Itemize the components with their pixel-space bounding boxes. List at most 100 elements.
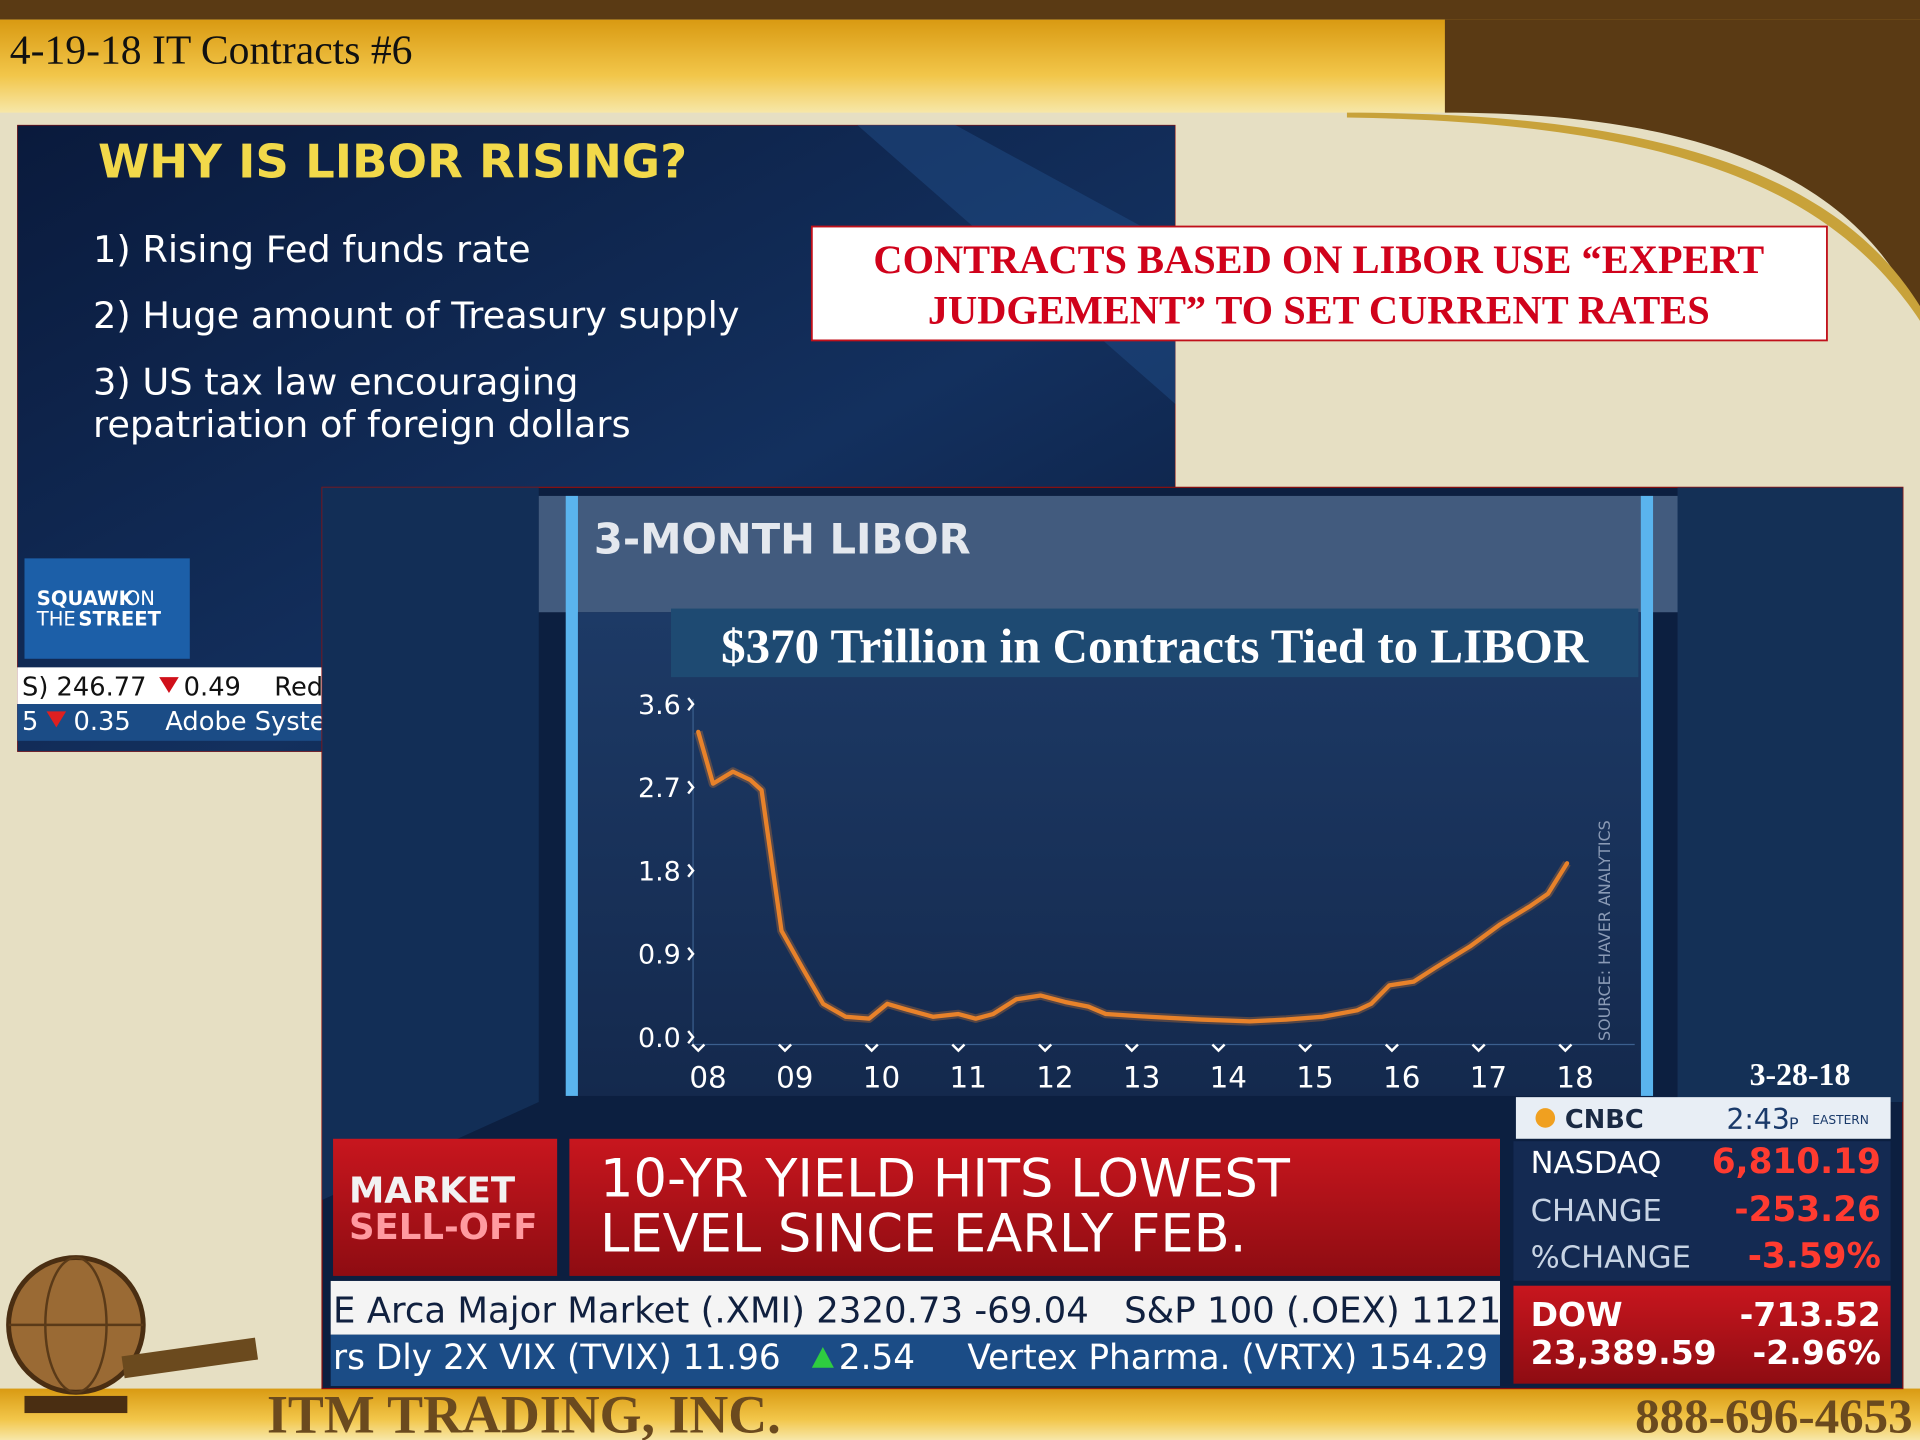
ticker-text: S) 246.77	[22, 673, 146, 703]
phone-number: 888-696-4653	[1635, 1389, 1912, 1440]
ticker-row	[330, 1334, 1500, 1387]
item: repatriation of foreign dollars	[93, 403, 631, 446]
x-tick-label: 14	[1210, 1060, 1247, 1094]
x-tick-label: 11	[949, 1060, 986, 1094]
x-tick-label: 08	[689, 1060, 726, 1094]
ticker-text: S&P 100 (.OEX) 1121.	[1124, 1290, 1513, 1331]
annotation-box	[671, 608, 1639, 678]
dow-panel	[1513, 1285, 1891, 1384]
libor-line	[696, 729, 1570, 1024]
panel-edge	[1640, 495, 1654, 1096]
ticker-text: 2.54	[839, 1338, 915, 1378]
callout-text: CONTRACTS BASED ON LIBOR USE “EXPERT	[873, 237, 1764, 282]
quote-label: CHANGE	[1531, 1194, 1662, 1229]
source-note: SOURCE: HAVER ANALYTICS	[1595, 820, 1614, 1041]
company-name: ITM TRADING, INC.	[267, 1385, 781, 1440]
decor	[322, 487, 539, 1200]
market-label: MARKET	[349, 1170, 516, 1211]
x-tick-label: 10	[863, 1060, 900, 1094]
ticker-row	[330, 1280, 1500, 1335]
decor	[1677, 487, 1903, 1103]
broadcast-date: 3-28-18	[1750, 1057, 1851, 1092]
y-tick	[687, 780, 695, 795]
quote-label: NASDAQ	[1531, 1146, 1662, 1181]
quote-value: 6,810.19	[1712, 1142, 1881, 1182]
quote-label: %CHANGE	[1531, 1240, 1691, 1275]
logo-text: THE	[36, 608, 76, 631]
dow-label: DOW	[1531, 1295, 1623, 1334]
x-tick	[1211, 1043, 1226, 1053]
y-tick	[687, 946, 695, 961]
network-logo	[1535, 1108, 1556, 1128]
item: 3) US tax law encouraging	[93, 360, 578, 403]
chart-layer: 0.0 0.9 1.8 2.7 3.6 08 09 10 11 12 13 14 15 16 17 18	[638, 690, 1635, 1094]
callout-text: JUDGEMENT” TO SET CURRENT RATES	[928, 287, 1710, 332]
ticker-text: 0.35	[73, 707, 130, 737]
x-tick-label: 09	[776, 1060, 813, 1094]
market-box	[333, 1138, 558, 1276]
dow-level: 23,389.59	[1531, 1333, 1717, 1372]
market-label: SELL-OFF	[349, 1207, 537, 1248]
quotes-panel	[1513, 1141, 1891, 1281]
dow-change: -713.52	[1740, 1295, 1881, 1334]
y-tick-label: 3.6	[638, 690, 681, 721]
quote-value: -3.59%	[1748, 1236, 1881, 1276]
quote-value: -253.26	[1734, 1190, 1880, 1230]
y-tick-label: 0.9	[638, 940, 681, 971]
callout-box	[810, 225, 1828, 342]
corner-swoosh	[1444, 19, 1920, 319]
chart-title-bar	[538, 495, 1678, 613]
y-tick	[687, 697, 695, 711]
y-tick-label: 1.8	[638, 856, 681, 887]
x-tick	[1038, 1043, 1053, 1053]
logo-text: SQUAWK	[37, 587, 135, 610]
logo-text: STREET	[78, 608, 161, 631]
x-tick	[691, 1043, 706, 1053]
heading: WHY IS LIBOR RISING?	[98, 135, 687, 189]
dow-pct: -2.96%	[1752, 1333, 1880, 1372]
panel-edge	[565, 495, 578, 1096]
x-tick	[1384, 1043, 1399, 1053]
x-tick	[1558, 1043, 1573, 1053]
x-tick	[864, 1043, 879, 1053]
down-arrow	[159, 677, 179, 694]
ticker-text: rs Dly 2X VIX (TVIX) 11.96	[333, 1338, 781, 1378]
item: 2) Huge amount of Treasury supply	[93, 294, 740, 337]
x-tick	[1471, 1043, 1486, 1053]
time-zone: EASTERN	[1812, 1113, 1869, 1127]
item: 1) Rising Fed funds rate	[93, 228, 531, 271]
ticker-text: Red	[274, 673, 323, 703]
x-tick	[951, 1043, 966, 1053]
x-tick-label: 18	[1556, 1060, 1593, 1094]
x-tick-label: 15	[1296, 1060, 1333, 1094]
logo-text: ON	[125, 587, 155, 610]
y-tick-label: 2.7	[638, 773, 681, 804]
time-suffix: P	[1789, 1114, 1799, 1133]
x-tick-label: 16	[1383, 1060, 1420, 1094]
ticker-text: Adobe Syste	[165, 707, 325, 737]
time: 2:43	[1727, 1103, 1790, 1136]
y-tick-label: 0.0	[638, 1023, 681, 1054]
x-tick	[1124, 1043, 1139, 1053]
ticker-text: E Arca Major Market (.XMI) 2320.73 -69.0…	[333, 1290, 1089, 1331]
headline: LEVEL SINCE EARLY FEB.	[600, 1203, 1246, 1264]
headline-box	[569, 1138, 1500, 1276]
top-band	[0, 0, 1920, 20]
y-tick	[687, 1030, 695, 1045]
footer-band	[0, 1388, 1920, 1440]
globe-icon	[6, 1255, 259, 1414]
y-tick	[687, 863, 695, 878]
logo-box	[24, 558, 190, 659]
network-bar	[1515, 1097, 1891, 1139]
ticker-text: Vertex Pharma. (VRTX) 154.29	[967, 1338, 1488, 1378]
slide-title: 4-19-18 IT Contracts #6	[10, 28, 413, 74]
x-tick	[777, 1043, 792, 1053]
x-tick-label: 17	[1470, 1060, 1507, 1094]
up-arrow	[811, 1346, 834, 1368]
annotation: $370 Trillion in Contracts Tied to LIBOR	[721, 618, 1589, 673]
x-tick-label: 13	[1123, 1060, 1160, 1094]
ticker-strip: E Arca Major Market (.XMI) 2320.73 -69.0…	[330, 1280, 1513, 1387]
screenshot-libor-chart: 3-MONTH LIBOR $370 Trillion in Contracts…	[321, 486, 1904, 1390]
